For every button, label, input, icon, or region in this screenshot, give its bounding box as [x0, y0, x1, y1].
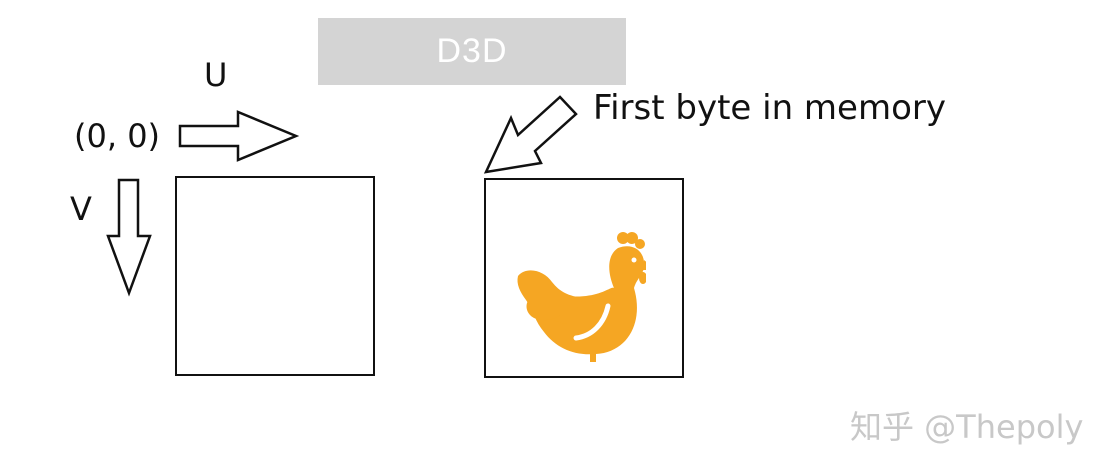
watermark: 知乎 @Thepoly: [850, 408, 1084, 446]
uv-texture-box: [175, 176, 375, 376]
diagonal-arrow-icon: [483, 95, 578, 174]
origin-label: (0, 0): [74, 117, 161, 155]
memory-texture-box: [484, 178, 684, 378]
first-byte-label: First byte in memory: [593, 88, 946, 128]
v-axis-label: V: [70, 190, 92, 228]
chicken-icon: [517, 232, 646, 362]
d3d-title-label: D3D: [436, 32, 508, 70]
u-axis-label: U: [204, 56, 228, 94]
down-arrow-icon: [106, 178, 152, 297]
right-arrow-icon: [178, 110, 300, 162]
d3d-title-bar: D3D: [318, 18, 626, 85]
